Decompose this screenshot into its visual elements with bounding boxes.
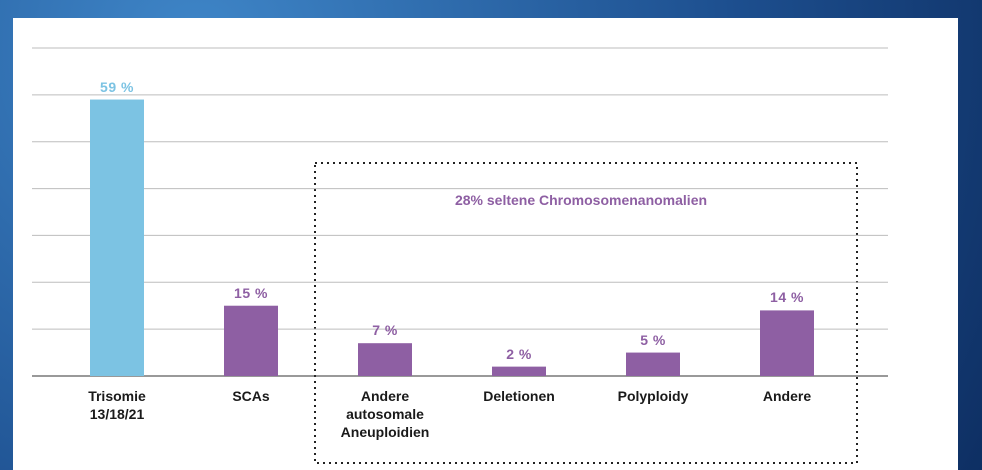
value-label: 5 %	[640, 331, 666, 349]
value-label: 2 %	[506, 345, 532, 363]
annotation: 28% seltene Chromosomenanomalien	[455, 192, 707, 208]
bar	[224, 306, 278, 376]
value-label: 59 %	[100, 78, 134, 96]
x-tick-label: Deletionen	[483, 387, 555, 405]
bar	[760, 310, 814, 376]
page: 28% seltene Chromosomenanomalien 59 % Tri…	[0, 0, 982, 470]
x-tick-label: Polyploidy	[618, 387, 689, 405]
x-tick-label: Andere	[763, 387, 811, 405]
value-label: 7 %	[372, 321, 398, 339]
x-tick-label: Trisomie 13/18/21	[88, 387, 146, 423]
bar	[492, 367, 546, 376]
bar	[626, 353, 680, 376]
value-label: 15 %	[234, 284, 268, 302]
value-label: 14 %	[770, 288, 804, 306]
bar	[358, 343, 412, 376]
bar	[90, 100, 144, 376]
x-tick-label: Andere autosomale Aneuploidien	[341, 387, 430, 441]
x-tick-label: SCAs	[232, 387, 269, 405]
